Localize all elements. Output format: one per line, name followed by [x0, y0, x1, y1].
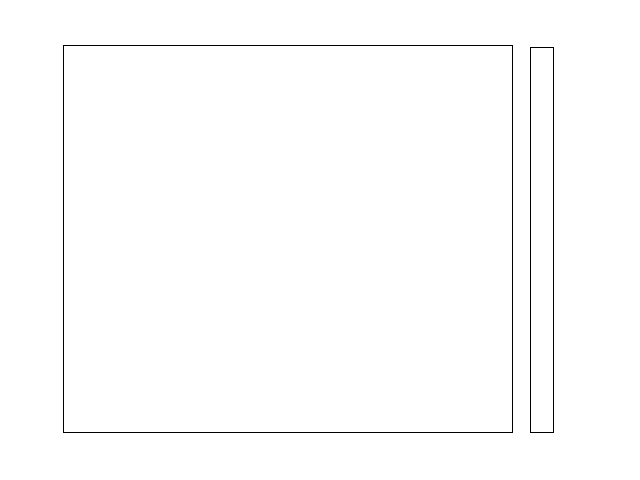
colorbar	[530, 47, 554, 433]
colorbar-gradient	[531, 48, 553, 432]
plot-area	[63, 45, 513, 433]
spectrogram-heatmap	[64, 46, 512, 432]
